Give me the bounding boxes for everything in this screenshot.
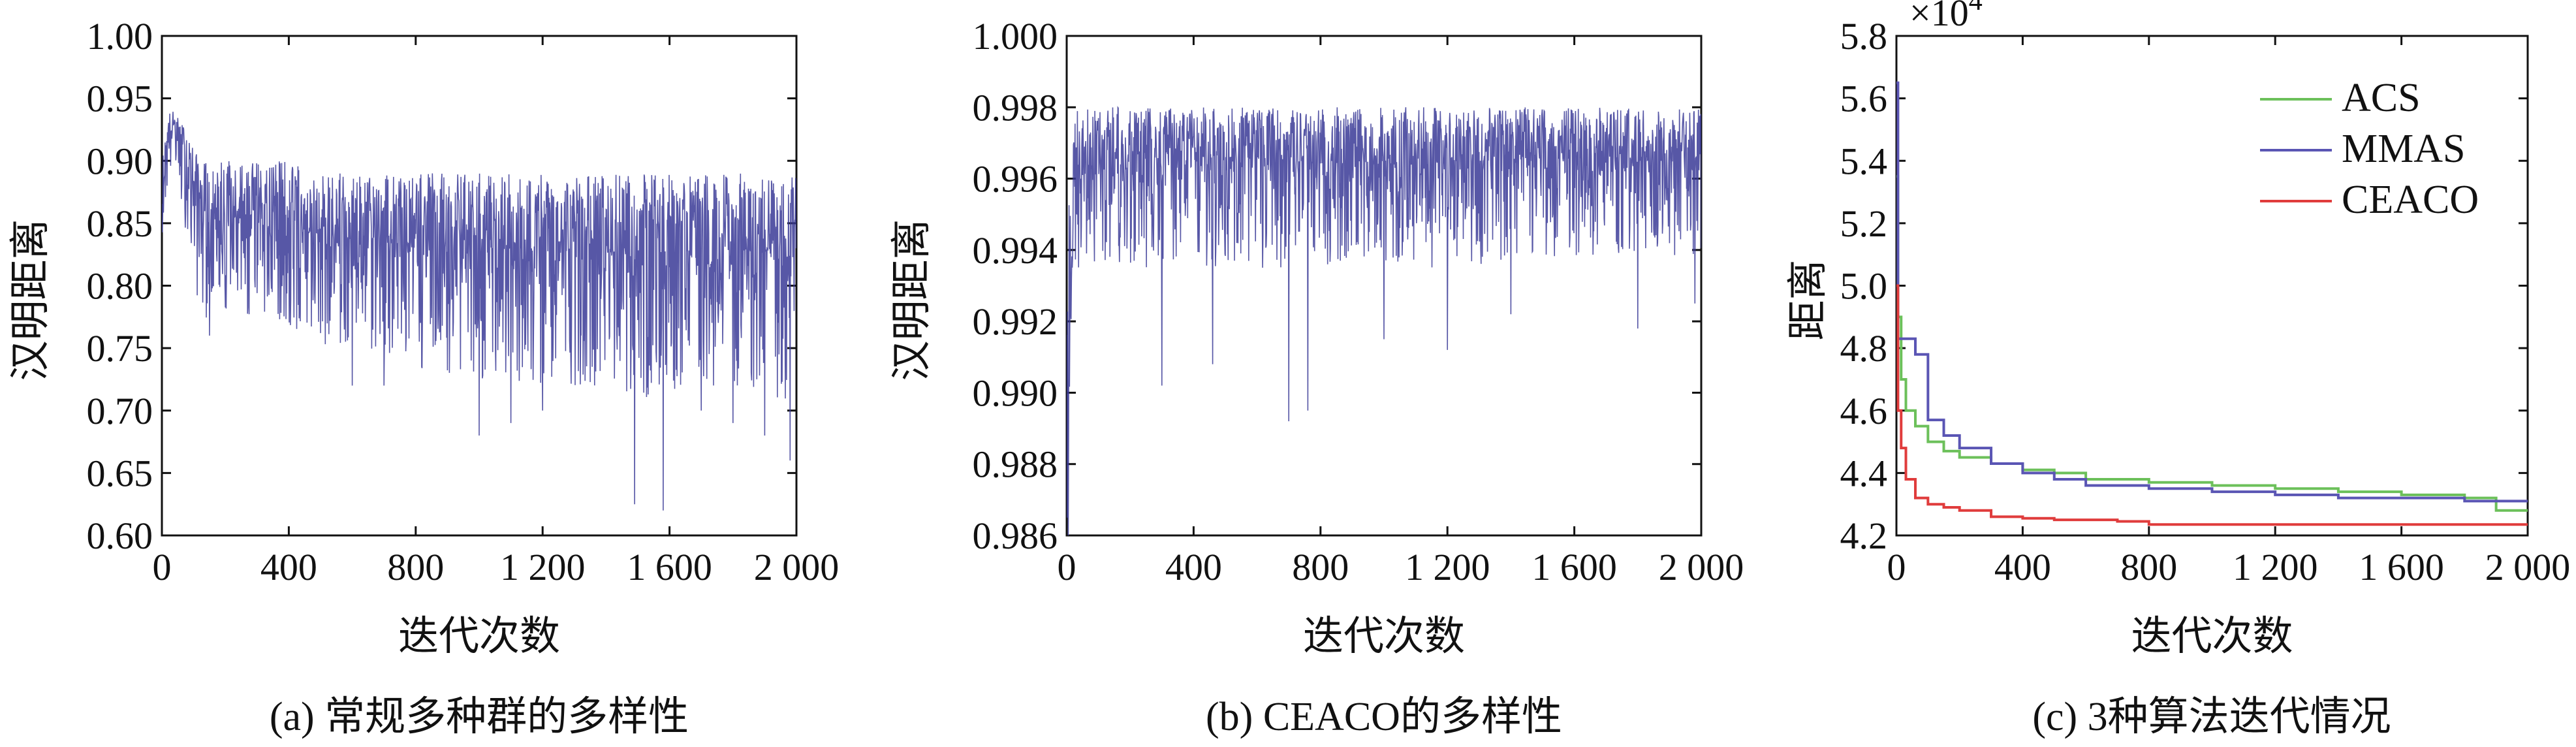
y-tick-label: 5.2 xyxy=(1840,202,1888,245)
x-tick-label: 2 000 xyxy=(2485,546,2571,588)
x-tick-label: 400 xyxy=(1165,546,1222,588)
series-1 xyxy=(1067,106,1701,535)
y-tick-label: 5.6 xyxy=(1840,78,1888,120)
x-tick-label: 800 xyxy=(2120,546,2177,588)
x-tick-label: 400 xyxy=(260,546,317,588)
chart-caption: (b) CEACO的多样性 xyxy=(1206,695,1562,739)
y-tick-label: 5.4 xyxy=(1840,140,1888,182)
x-axis-title: 迭代次数 xyxy=(1303,612,1465,660)
y-tick-label: 0.70 xyxy=(87,390,153,432)
y-axis-title: 汉明距离 xyxy=(6,219,54,381)
x-tick-label: 400 xyxy=(1994,546,2051,588)
y-tick-label: 1.00 xyxy=(87,15,153,57)
y-tick-label: 0.75 xyxy=(87,327,153,370)
series-mmas xyxy=(1896,81,2528,503)
y-scale-exponent: 4 xyxy=(1969,0,1983,16)
y-tick-label: 5.0 xyxy=(1840,265,1888,308)
y-tick-label: 0.80 xyxy=(87,265,153,308)
x-axis-title: 迭代次数 xyxy=(2131,612,2293,660)
x-tick-label: 1 600 xyxy=(627,546,712,588)
x-tick-label: 1 600 xyxy=(2359,546,2444,588)
x-tick-label: 0 xyxy=(153,546,172,588)
chart-1: 0 400 800 1 200 1 600 2 000 0.60 0.65 0.70 0.75 0.… xyxy=(6,15,839,739)
x-tick-label: 2 000 xyxy=(754,546,840,588)
series-line xyxy=(1896,175,2528,512)
y-scale-base: ×10 xyxy=(1909,0,1969,34)
y-tick-label: 1.000 xyxy=(973,15,1058,57)
legend-label-acs: ACS xyxy=(2342,76,2421,120)
legend-label-ceaco: CEACO xyxy=(2342,178,2479,222)
chart-3: 0 400 800 1 200 1 600 2 000 4.2 4.4 4.6 4.8 5.0 5.2… xyxy=(1783,0,2570,739)
x-tick-label: 2 000 xyxy=(1659,546,1744,588)
y-tick-label: 0.992 xyxy=(973,300,1058,343)
x-tick-label: 800 xyxy=(387,546,444,588)
series-line xyxy=(1896,284,2528,526)
y-axis-title: 距离 xyxy=(1783,259,1831,340)
y-tick-label: 4.6 xyxy=(1840,390,1888,432)
y-tick-label: 0.986 xyxy=(973,515,1058,557)
y-tick-label: 0.65 xyxy=(87,452,153,494)
x-tick-label: 0 xyxy=(1058,546,1076,588)
chart-caption: (c) 3种算法迭代情况 xyxy=(2032,695,2391,739)
series-1 xyxy=(162,112,796,511)
y-tick-label: 4.2 xyxy=(1840,515,1888,557)
y-tick-label: 0.988 xyxy=(973,443,1058,486)
series-acs xyxy=(1896,175,2528,512)
y-tick-label: 0.990 xyxy=(973,372,1058,414)
x-tick-label: 1 200 xyxy=(1405,546,1490,588)
y-tick-label: 0.60 xyxy=(87,515,153,557)
y-tick-label: 0.994 xyxy=(973,229,1058,272)
y-tick-label: 4.8 xyxy=(1840,327,1888,370)
y-tick-label: 0.90 xyxy=(87,140,153,182)
y-tick-label: 5.8 xyxy=(1840,15,1888,57)
x-tick-label: 1 200 xyxy=(2233,546,2318,588)
series-ceaco xyxy=(1896,284,2528,526)
y-tick-label: 0.95 xyxy=(87,78,153,120)
x-tick-label: 1 600 xyxy=(1531,546,1617,588)
x-tick-label: 800 xyxy=(1292,546,1349,588)
series-trace xyxy=(162,112,796,511)
y-scale-note: ×104 xyxy=(1909,0,1983,34)
y-tick-label: 4.4 xyxy=(1840,452,1888,494)
y-tick-label: 0.998 xyxy=(973,86,1058,129)
x-axis-title: 迭代次数 xyxy=(398,612,560,660)
series-line xyxy=(1896,81,2528,503)
plot-frame xyxy=(1065,35,1703,537)
chart-caption: (a) 常规多种群的多样性 xyxy=(270,695,689,739)
chart-2: 0 400 800 1 200 1 600 2 000 0.986 0.988 0.990 0.9… xyxy=(887,15,1744,739)
legend: ACS MMAS CEACO xyxy=(2260,76,2479,222)
series-trace xyxy=(1067,106,1701,535)
y-axis-title: 汉明距离 xyxy=(887,219,935,381)
x-tick-label: 1 200 xyxy=(500,546,586,588)
y-tick-label: 0.85 xyxy=(87,202,153,245)
x-tick-label: 0 xyxy=(1887,546,1906,588)
y-tick-label: 0.996 xyxy=(973,158,1058,200)
legend-label-mmas: MMAS xyxy=(2342,127,2466,171)
